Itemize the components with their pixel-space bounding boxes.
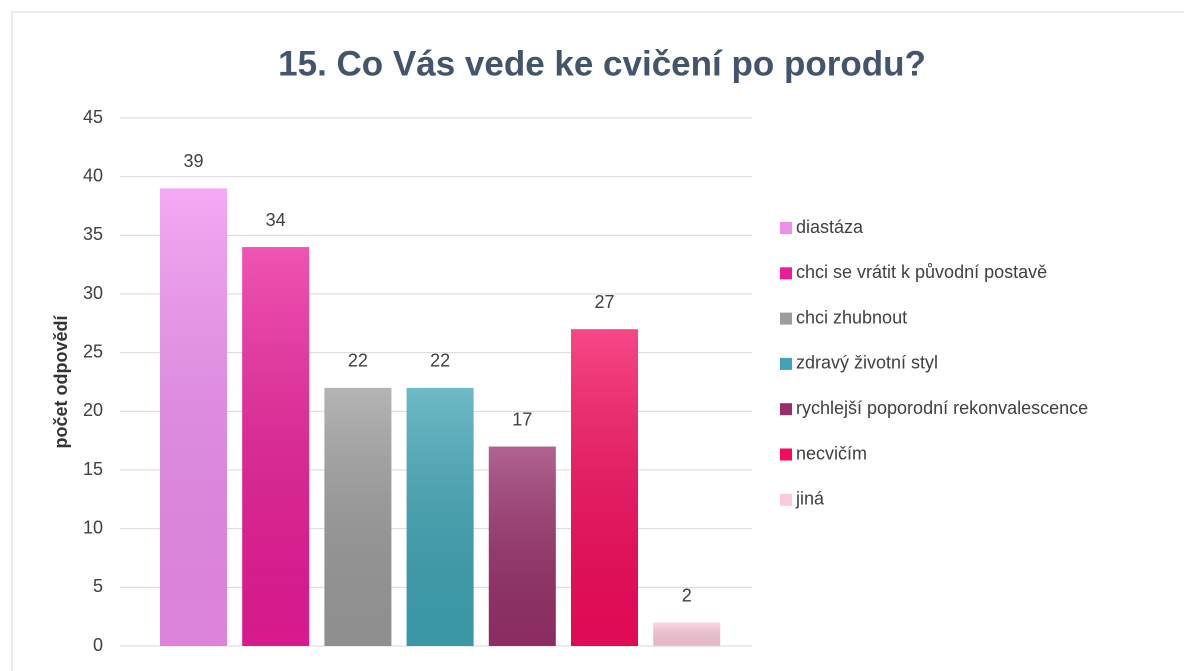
bar bbox=[160, 188, 227, 646]
y-tick-label: 35 bbox=[83, 224, 103, 244]
legend-swatch bbox=[780, 312, 792, 325]
data-label: 39 bbox=[183, 151, 203, 171]
legend-label: jiná bbox=[795, 489, 825, 509]
y-tick-label: 0 bbox=[93, 635, 103, 655]
bar bbox=[488, 446, 556, 646]
legend-swatch bbox=[780, 267, 792, 280]
data-label: 22 bbox=[348, 351, 368, 371]
data-label: 27 bbox=[594, 292, 614, 312]
y-axis-label: počet odpovědí bbox=[51, 315, 71, 449]
legend-label: diastáza bbox=[796, 217, 864, 237]
data-label: 34 bbox=[266, 210, 286, 230]
legend-label: necvičím bbox=[796, 443, 867, 463]
bar bbox=[571, 329, 638, 646]
chart-title: 15. Co Vás vede ke cvičení po porodu? bbox=[278, 44, 926, 83]
y-tick-label: 45 bbox=[83, 107, 103, 127]
legend-swatch bbox=[780, 448, 792, 461]
data-label: 22 bbox=[430, 351, 450, 371]
legend-label: chci se vrátit k původní postavě bbox=[796, 262, 1047, 282]
legend-label: chci zhubnout bbox=[796, 307, 907, 327]
y-tick-label: 30 bbox=[83, 283, 103, 303]
bar bbox=[406, 387, 474, 646]
bar bbox=[324, 387, 392, 646]
data-label: 17 bbox=[512, 409, 532, 429]
legend-swatch bbox=[780, 222, 792, 234]
y-tick-label: 40 bbox=[83, 165, 103, 185]
bar bbox=[653, 622, 721, 646]
legend-label: zdravý životní styl bbox=[796, 353, 938, 373]
legend-swatch bbox=[780, 493, 792, 506]
legend-label: rychlejší poporodní rekonvalescence bbox=[796, 398, 1088, 418]
y-tick-label: 25 bbox=[83, 341, 103, 361]
y-tick-label: 20 bbox=[83, 400, 103, 420]
y-tick-label: 10 bbox=[83, 517, 103, 537]
bar bbox=[242, 247, 310, 647]
legend-swatch bbox=[780, 403, 792, 416]
data-label: 2 bbox=[682, 585, 692, 605]
legend-swatch bbox=[780, 357, 792, 370]
y-tick-label: 5 bbox=[93, 576, 103, 596]
y-tick-label: 15 bbox=[83, 459, 103, 479]
